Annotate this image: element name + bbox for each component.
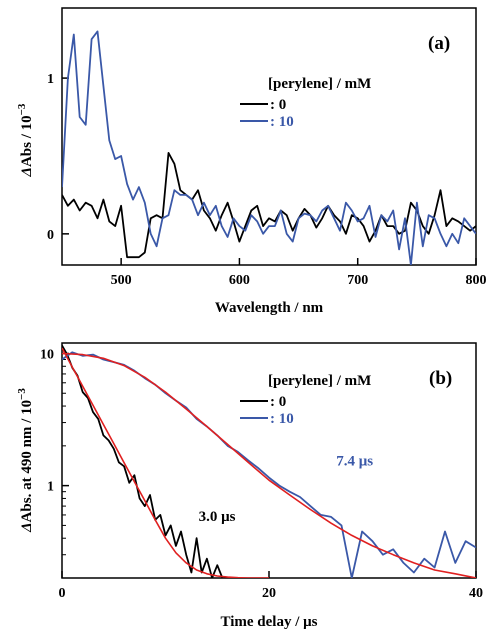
panel-a-plot-area xyxy=(62,30,476,265)
panel-a-series-0 xyxy=(62,151,476,259)
panel-a-x-tick-label: 500 xyxy=(111,273,132,288)
panel-b-y-axis-title: ΔAbs. at 490 nm / 10−3 xyxy=(16,388,35,533)
panel-a-y-tick-label: 1 xyxy=(47,72,54,87)
panel-a-x-axis-title: Wavelength / nm xyxy=(215,300,324,316)
panel-b-legend-entry-1: : 10 xyxy=(270,411,294,427)
panel-a-y-tick-label: 0 xyxy=(47,228,54,243)
panel-b-series-0 xyxy=(62,344,224,578)
panel-b-series-2 xyxy=(62,347,269,578)
panel-a-legend-entry-1: : 10 xyxy=(270,114,294,130)
panel-b-legend-title: [perylene] / mM xyxy=(268,373,371,389)
panel-a-label: (a) xyxy=(428,33,450,54)
panel-a-x-tick-label: 700 xyxy=(347,273,368,288)
panel-b-ticks: 0 20 40 1 10 xyxy=(40,347,483,601)
panel-a-frame xyxy=(61,7,477,266)
panel-b-plot-area xyxy=(62,344,476,578)
panel-a-series-1 xyxy=(62,30,476,265)
panel-a-legend-title: [perylene] / mM xyxy=(268,76,371,92)
panel-b-x-tick-label: 40 xyxy=(469,586,483,601)
panel-b-x-tick-label: 0 xyxy=(59,586,66,601)
panel-b-y-tick-label: 10 xyxy=(40,347,54,362)
panel-b: 0 20 40 1 10 (b) [perylene] / mM : 0 : 10 3.… xyxy=(16,342,483,630)
panel-b-series-3 xyxy=(62,352,476,578)
panel-a-legend-entry-0: : 0 xyxy=(270,97,286,113)
panel-b-annotation-long-lifetime: 7.4 μs xyxy=(336,454,373,470)
panel-b-x-tick-label: 20 xyxy=(262,586,276,601)
panel-a-x-tick-label: 600 xyxy=(229,273,250,288)
panel-b-y-tick-label: 1 xyxy=(47,480,54,495)
panel-a: 500 600 700 800 0 1 (a) [perylene] / mM : 0 :… xyxy=(16,7,487,316)
panel-b-label: (b) xyxy=(429,368,452,389)
panel-a-x-tick-label: 800 xyxy=(466,273,487,288)
panel-a-ticks: 500 600 700 800 0 1 xyxy=(47,72,487,288)
panel-b-legend-entry-0: : 0 xyxy=(270,394,286,410)
panel-a-y-axis-title: ΔAbs / 10−3 xyxy=(16,103,35,177)
panel-b-annotation-short-lifetime: 3.0 μs xyxy=(199,509,236,525)
panel-b-x-axis-title: Time delay / μs xyxy=(221,614,318,630)
